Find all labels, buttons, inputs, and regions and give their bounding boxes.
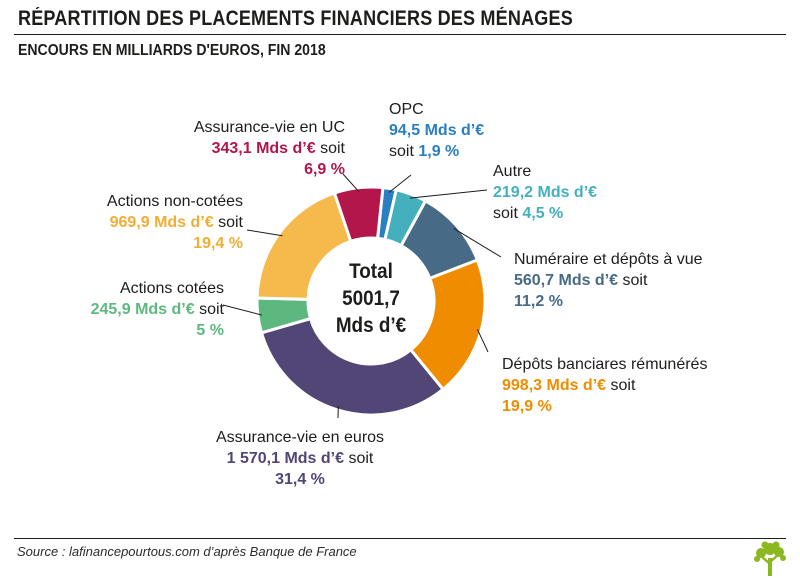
label-numeraire-value: 560,7 Mds d’€ [514,272,619,289]
label-opc-value: 94,5 Mds d’€ [389,122,485,139]
slice-assurance-euros [259,316,446,417]
chart-subtitle: ENCOURS EN MILLIARDS D'EUROS, FIN 2018 [18,42,326,59]
leader-line-numeraire [453,228,502,258]
label-depots-pct: 19,9 % [502,398,552,415]
label-opc: OPC 94,5 Mds d’€ soit 1,9 % [389,99,484,162]
label-depots: Dépôts banciares rémunérés 998,3 Mds d’€… [502,354,707,417]
slice-assurance-uc [332,185,385,244]
label-depots-value: 998,3 Mds d’€ [502,377,607,394]
label-assurance-euros-pct: 31,4 % [275,471,325,488]
donut-center-total: Total 5001,7 Mds d’€ [322,258,421,339]
chart-title: RÉPARTITION DES PLACEMENTS FINANCIERS DE… [18,7,573,30]
label-assurance-uc-name: Assurance-vie en UC [193,119,345,136]
leader-line-assurance-uc [342,173,360,193]
title-divider [14,34,786,35]
slice-depots [408,258,487,392]
label-depots-name: Dépôts banciares rémunérés [502,356,708,373]
footer-divider [14,538,786,539]
label-opc-name: OPC [389,101,424,118]
label-actions-cotees-value: 245,9 Mds d’€ [90,301,195,318]
label-numeraire: Numéraire et dépôts à vue 560,7 Mds d’€ … [514,249,703,312]
label-assurance-uc-value: 343,1 Mds d’€ [211,140,316,157]
label-opc-pct: 1,9 % [418,143,460,160]
label-actions-cotees-pct: 5 % [196,322,224,339]
label-assurance-euros-name: Assurance-vie en euros [215,429,385,446]
leader-line-actions-cotees [222,304,263,316]
tree-logo-icon [754,541,786,576]
label-opc-soit: soit [389,143,414,160]
label-autre: Autre 219,2 Mds d’€ soit 4,5 % [493,161,597,224]
label-assurance-uc-pct: 6,9 % [304,161,345,178]
label-actions-cotees-name: Actions cotées [119,280,224,297]
label-actions-non-cotees: Actions non-cotées 969,9 Mds d’€ soit 19… [60,191,243,254]
label-autre-pct: 4,5 % [522,205,564,222]
center-total-label: Total [349,260,393,283]
label-numeraire-soit: soit [622,272,648,289]
source-note: Source : lafinancepourtous.com d’après B… [17,544,357,559]
label-autre-name: Autre [493,163,532,180]
leader-line-autre [409,189,488,199]
label-numeraire-pct: 11,2 % [514,293,563,310]
label-assurance-euros-value: 1 570,1 Mds d’€ [226,450,345,467]
leader-line-opc [388,174,412,193]
label-numeraire-name: Numéraire et dépôts à vue [514,251,703,268]
label-depots-soit: soit [610,377,636,394]
label-assurance-uc: Assurance-vie en UC 343,1 Mds d’€ soit 6… [150,117,345,180]
label-actions-non-cotees-soit: soit [218,214,243,231]
label-autre-soit: soit [493,205,518,222]
label-actions-cotees: Actions cotées 245,9 Mds d’€ soit 5 % [40,278,224,341]
label-actions-cotees-soit: soit [199,301,224,318]
label-assurance-uc-soit: soit [320,140,345,157]
label-actions-non-cotees-pct: 19,4 % [193,235,243,252]
leader-line-depots [476,329,489,353]
label-actions-non-cotees-name: Actions non-cotées [106,193,243,210]
center-total-unit: Mds d’€ [335,314,407,337]
center-total-value: 5001,7 [342,287,400,310]
label-actions-non-cotees-value: 969,9 Mds d’€ [109,214,214,231]
label-assurance-euros: Assurance-vie en euros 1 570,1 Mds d’€ s… [180,427,420,490]
label-autre-value: 219,2 Mds d’€ [493,184,598,201]
label-assurance-euros-soit: soit [348,450,374,467]
leader-line-actions-non-cotees [246,229,283,237]
